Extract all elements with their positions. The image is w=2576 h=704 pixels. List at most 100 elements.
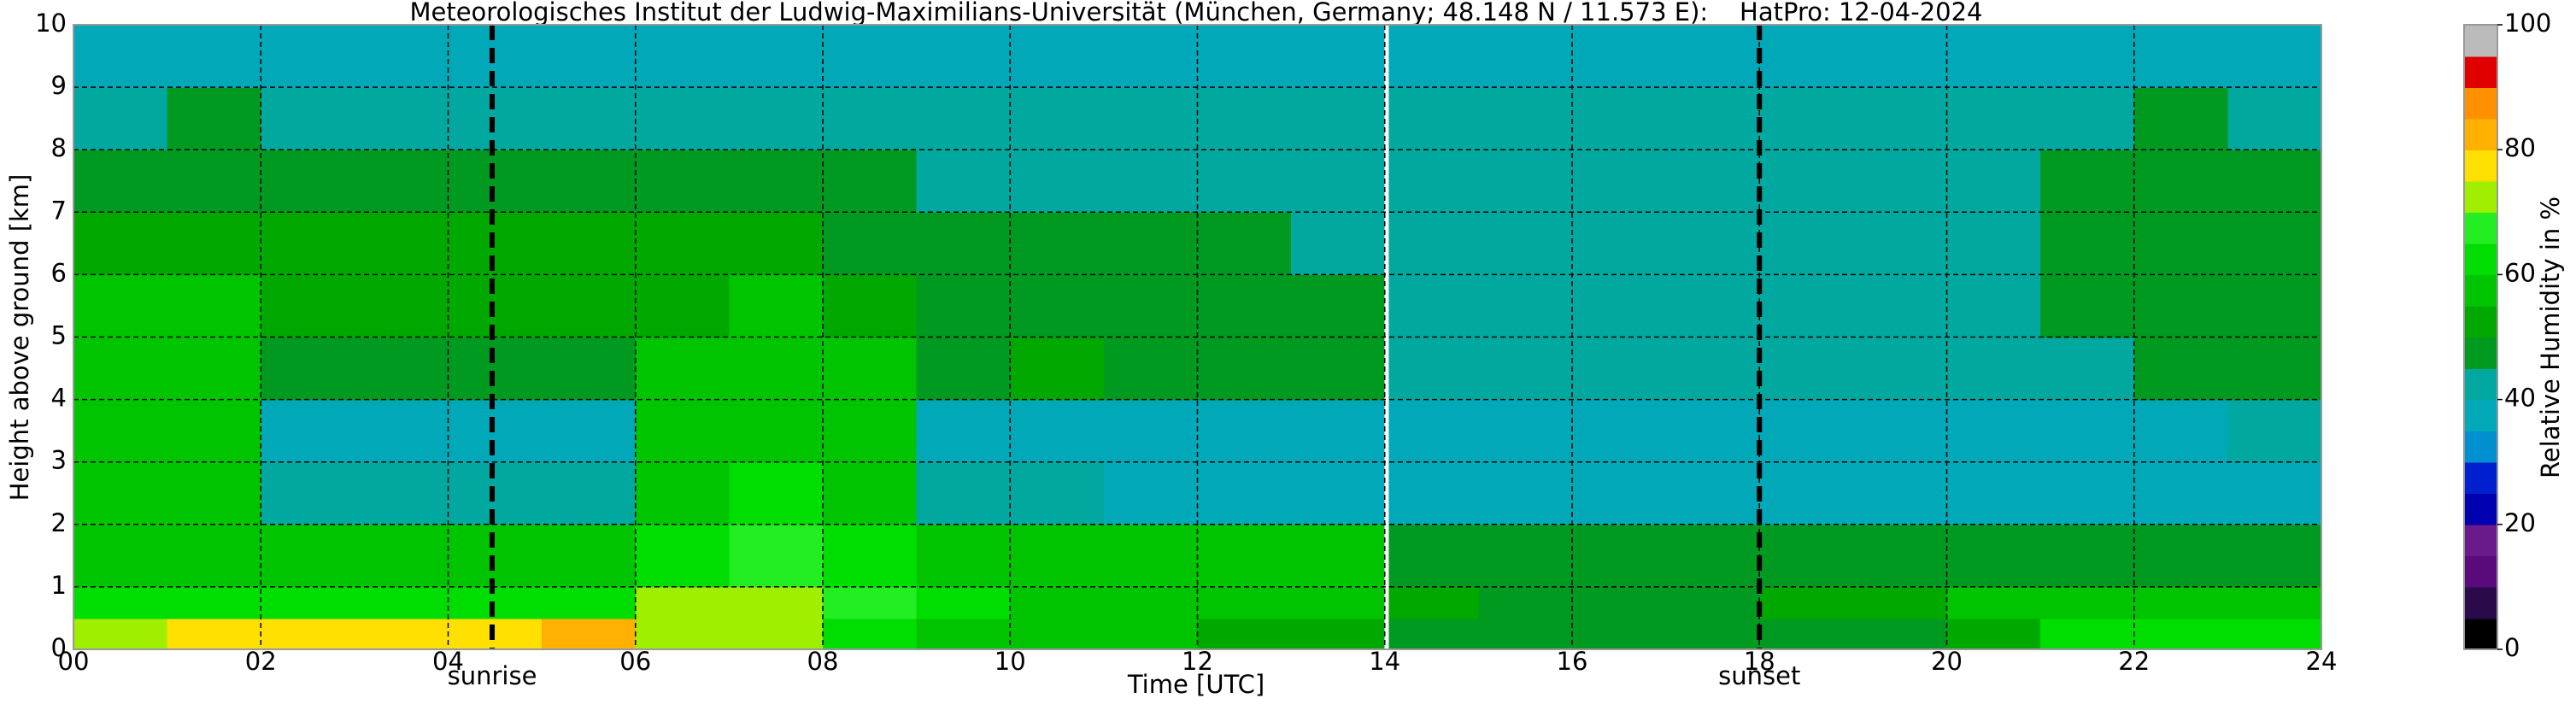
heatmap-cell <box>1010 337 1105 401</box>
heatmap-cell <box>1197 274 1292 338</box>
heatmap-cell <box>823 524 918 588</box>
heatmap-cell <box>1010 25 1105 88</box>
heatmap-cell <box>1572 618 1667 650</box>
heatmap-cell <box>167 274 262 338</box>
heatmap-cell <box>542 461 637 525</box>
heatmap-cell <box>1946 25 2041 88</box>
heatmap-cell <box>916 461 1012 525</box>
heatmap-cell <box>261 337 355 401</box>
heatmap-cell <box>2227 87 2322 150</box>
heatmap-cell <box>167 524 262 588</box>
colorbar-swatch <box>2464 274 2497 307</box>
colorbar-swatch <box>2464 118 2497 150</box>
heatmap-cell <box>1197 337 1292 401</box>
heatmap-cell <box>1291 212 1386 276</box>
heatmap-cell <box>448 524 543 588</box>
heatmap-cell <box>1478 150 1573 214</box>
heatmap-cell <box>729 337 824 401</box>
heatmap-cell <box>1852 150 1948 214</box>
heatmap-cell <box>1197 25 1292 88</box>
heatmap-cell <box>635 399 731 463</box>
heatmap-cell <box>2133 274 2229 338</box>
colorbar-swatch <box>2464 243 2497 276</box>
heatmap-cell <box>167 586 262 619</box>
colorbar-swatch <box>2464 493 2497 525</box>
heatmap-cell <box>1478 25 1573 88</box>
heatmap-cell <box>2040 274 2135 338</box>
y-tick-label: 6 <box>51 258 67 287</box>
x-tick-label: 12 <box>1182 647 1213 676</box>
heatmap-cell <box>1759 586 1854 619</box>
heatmap-cell <box>1291 399 1386 463</box>
colorbar-swatch <box>2464 586 2497 619</box>
heatmap-cell <box>1852 618 1948 650</box>
heatmap-cell <box>635 25 731 88</box>
heatmap-cell <box>729 87 824 150</box>
heatmap-cell <box>1197 212 1292 276</box>
heatmap-cell <box>1103 212 1199 276</box>
colorbar-tick-label: 20 <box>2504 508 2536 537</box>
heatmap-cell <box>1572 150 1667 214</box>
heatmap-cell <box>729 586 824 619</box>
heatmap-cell <box>635 337 731 401</box>
heatmap-cell <box>261 524 355 588</box>
heatmap-cell <box>1291 461 1386 525</box>
heatmap-cell <box>1572 461 1667 525</box>
heatmap-cell <box>2227 461 2322 525</box>
heatmap-cell <box>1103 337 1199 401</box>
heatmap-cell <box>1384 399 1480 463</box>
heatmap-cell <box>261 461 355 525</box>
heatmap-cell <box>1759 87 1854 150</box>
colorbar-swatch <box>2464 618 2497 650</box>
x-tick-label: 00 <box>58 647 90 676</box>
heatmap-cell <box>261 399 355 463</box>
heatmap-cell <box>167 212 262 276</box>
heatmap-cell <box>1759 461 1854 525</box>
heatmap-cell <box>1852 399 1948 463</box>
heatmap-cell <box>354 461 449 525</box>
x-tick-label: 02 <box>245 647 277 676</box>
heatmap-cell <box>73 461 168 525</box>
heatmap-cell <box>1759 25 1854 88</box>
heatmap-cell <box>2133 524 2229 588</box>
x-tick-label: 06 <box>619 647 651 676</box>
heatmap-cell <box>448 150 543 214</box>
heatmap-cell <box>1197 150 1292 214</box>
heatmap-cell <box>1384 274 1480 338</box>
y-tick-label: 1 <box>51 571 67 600</box>
heatmap-cell <box>1946 586 2041 619</box>
heatmap-cell <box>823 618 918 650</box>
heatmap-cell <box>1010 87 1105 150</box>
heatmap-cell <box>916 618 1012 650</box>
heatmap-cell <box>448 399 543 463</box>
heatmap-cell <box>2133 212 2229 276</box>
heatmap-cell <box>729 618 824 650</box>
chart-title: Meteorologisches Institut der Ludwig-Max… <box>409 0 1982 26</box>
heatmap-cell <box>1103 399 1199 463</box>
heatmap-cell <box>354 524 449 588</box>
heatmap-cell <box>73 618 168 650</box>
heatmap-cell <box>1197 87 1292 150</box>
heatmap-cell <box>2040 87 2135 150</box>
heatmap-cell <box>2040 212 2135 276</box>
marker-label: sunset <box>1718 661 1800 690</box>
heatmap-cell <box>1010 524 1105 588</box>
heatmap-cell <box>73 399 168 463</box>
colorbar-swatch <box>2464 150 2497 182</box>
heatmap-cell <box>354 212 449 276</box>
heatmap-cell <box>1478 586 1573 619</box>
heatmap-cell <box>1197 461 1292 525</box>
heatmap-cell <box>916 150 1012 214</box>
heatmap-cell <box>1759 150 1854 214</box>
heatmap-cell <box>916 399 1012 463</box>
heatmap-cell <box>167 150 262 214</box>
heatmap-cell <box>1572 586 1667 619</box>
heatmap-cell <box>2133 87 2229 150</box>
heatmap-cell <box>542 212 637 276</box>
heatmap-cell <box>2040 399 2135 463</box>
heatmap-cell <box>1010 618 1105 650</box>
heatmap-cell <box>261 274 355 338</box>
heatmap-cell <box>2133 586 2229 619</box>
heatmap-cell <box>2040 586 2135 619</box>
heatmap-cell <box>448 25 543 88</box>
